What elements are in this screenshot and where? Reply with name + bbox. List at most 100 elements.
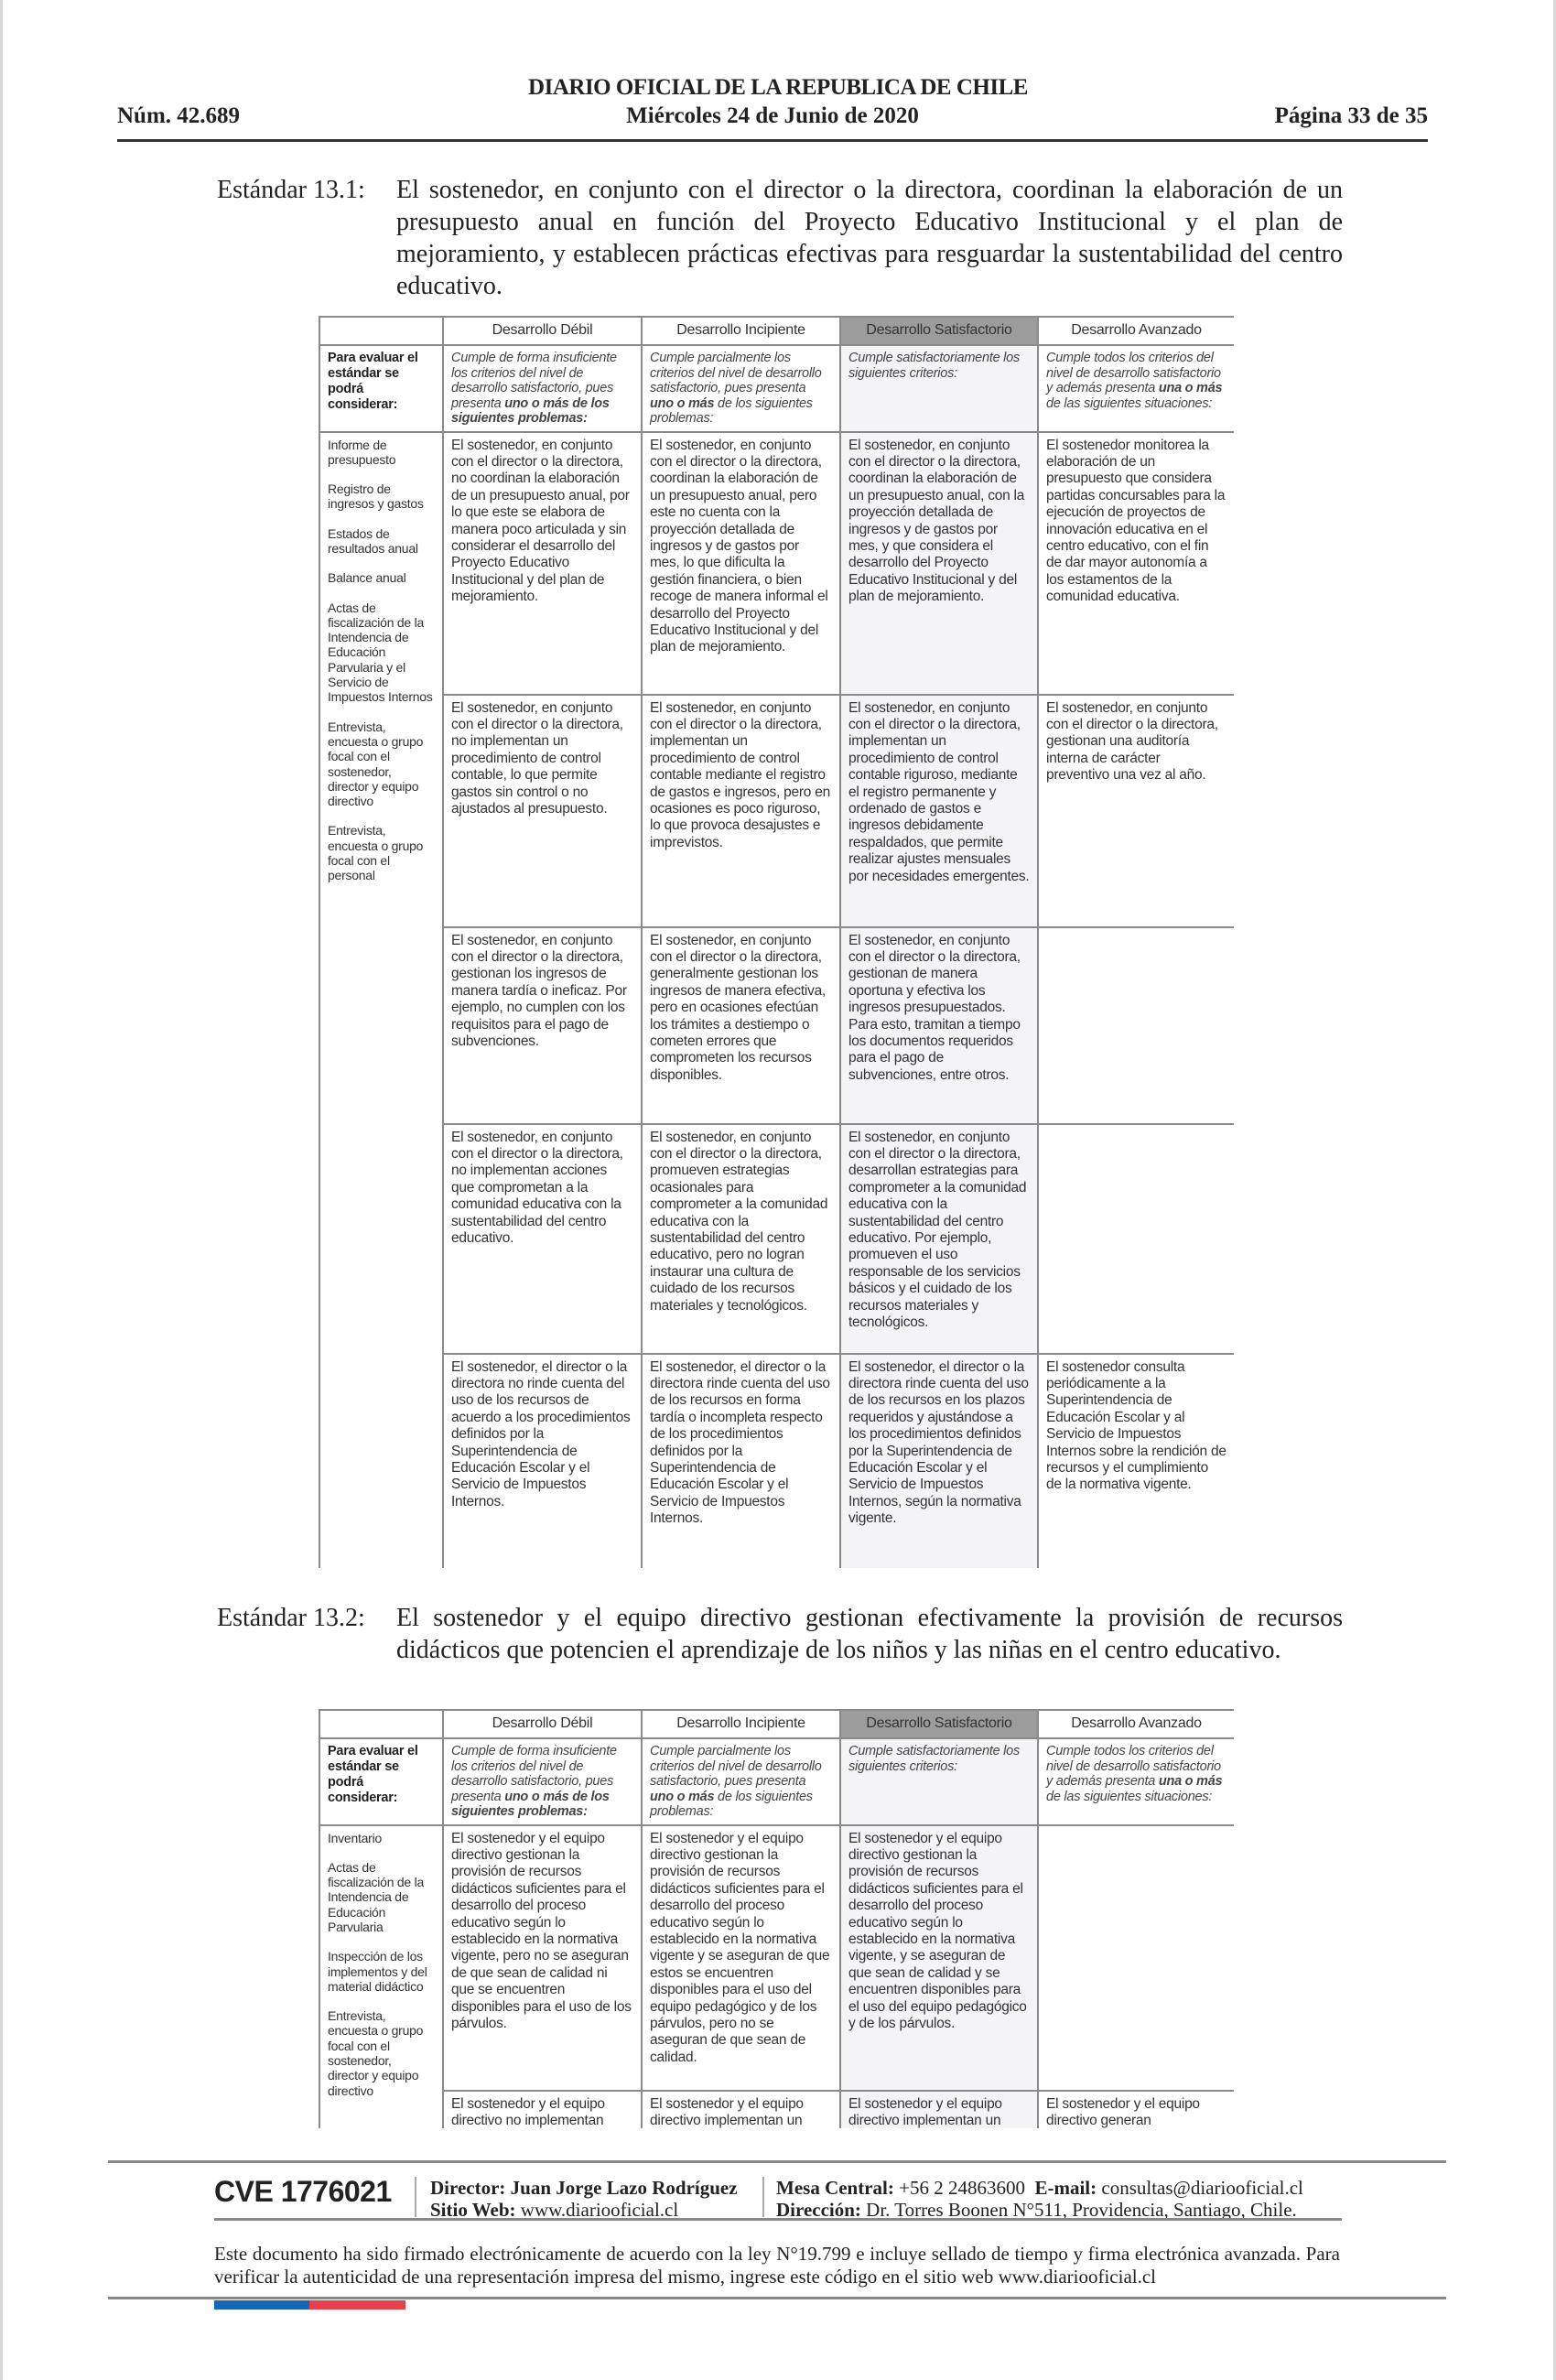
criteria-text: Cumple todos los criterios del nivel de … xyxy=(1046,1744,1221,1789)
column-header: Desarrollo Satisfactorio xyxy=(839,316,1039,346)
level-cell: El sostenedor, en conjunto con el direct… xyxy=(1037,693,1234,928)
criteria-text: de los siguientes problemas: xyxy=(650,395,813,427)
criteria-text: uno o más xyxy=(650,395,715,411)
evidence-item: Estados de resultados anual xyxy=(328,525,418,556)
criteria-cell: Cumple todos los criterios del nivel de … xyxy=(1037,344,1234,433)
page-number: Página 33 de 35 xyxy=(1274,103,1428,128)
table-row: El sostenedor, en conjunto con el direct… xyxy=(319,1122,1234,1355)
table-row: Informe de presupuesto Registro de ingres… xyxy=(319,430,1234,1568)
divider xyxy=(415,2177,416,2217)
address: Dr. Torres Boonen N°511, Providencia, Sa… xyxy=(866,2199,1297,2221)
header-empty xyxy=(319,316,444,346)
criteria-text: Cumple satisfactoriamente los siguientes… xyxy=(848,1744,1020,1774)
level-cell: El sostenedor, en conjunto con el direct… xyxy=(641,925,841,1125)
criteria-text: de los siguientes problemas: xyxy=(650,1789,813,1820)
footer-rule-mid xyxy=(214,2218,1342,2221)
standard-label: Estándar 13.2: xyxy=(217,1604,365,1632)
standard-13-1: Estándar 13.1: El sostenedor, en conjunt… xyxy=(217,174,1343,302)
criteria-text: Cumple de forma insuficiente los criteri… xyxy=(451,1744,617,1804)
evaluation-lead: Para evaluar el estándar se podrá consid… xyxy=(319,1737,444,1826)
criteria-text: Cumple parcialmente los criterios del ni… xyxy=(650,351,822,395)
issue-number: Núm. 42.689 xyxy=(117,103,241,128)
level-cell: El sostenedor, el director o la director… xyxy=(641,1352,841,1568)
evidence-item: Entrevista, encuesta o grupo focal con e… xyxy=(328,719,424,809)
column-header: Desarrollo Débil xyxy=(442,1709,643,1739)
flag-red-bar xyxy=(309,2300,405,2310)
criteria-cell: Cumple todos los criterios del nivel de … xyxy=(1037,1737,1234,1826)
table-row: Inventario Actas de fiscalización de la I… xyxy=(319,1823,1234,2128)
criteria-cell: Cumple satisfactoriamente los siguientes… xyxy=(839,1737,1039,1826)
level-cell: El sostenedor, en conjunto con el direct… xyxy=(641,430,841,696)
level-cell: El sostenedor y el equipo directivo gest… xyxy=(839,1823,1039,2092)
criteria-text: de las siguientes situaciones: xyxy=(1046,395,1213,411)
level-cell: El sostenedor, en conjunto con el direct… xyxy=(442,925,643,1125)
table-13-1: Desarrollo Débil Desarrollo Incipiente Des… xyxy=(319,316,1234,1568)
page-edge xyxy=(0,0,3,2380)
table-row: El sostenedor, en conjunto con el direct… xyxy=(319,693,1234,928)
criteria-text: Cumple de forma insuficiente los criteri… xyxy=(451,351,617,411)
cve-code: CVE 1776021 xyxy=(214,2175,392,2208)
evidence-cell: Inventario Actas de fiscalización de la I… xyxy=(319,1823,444,2128)
evidence-item: Registro de ingresos y gastos xyxy=(328,481,424,512)
issue-date: Miércoles 24 de Junio de 2020 xyxy=(626,103,919,128)
evidence-item: Inventario xyxy=(328,1830,382,1845)
header-empty xyxy=(319,1709,444,1739)
director-name: Juan Jorge Lazo Rodríguez xyxy=(510,2177,738,2199)
email-link[interactable]: consultas@diariooficial.cl xyxy=(1101,2177,1303,2199)
evaluation-lead: Para evaluar el estándar se podrá consid… xyxy=(319,344,444,433)
evidence-item: Inspección de los implementos y del mate… xyxy=(328,1949,427,1994)
criteria-text: uno o más de los siguientes problemas: xyxy=(451,395,610,427)
criteria-text: una o más xyxy=(1158,1774,1223,1789)
standard-label: Estándar 13.1: xyxy=(217,176,365,204)
table-row: El sostenedor y el equipo directivo no i… xyxy=(319,2089,1234,2128)
column-header: Desarrollo Satisfactorio xyxy=(839,1709,1039,1739)
evidence-item: Entrevista, encuesta o grupo focal con e… xyxy=(328,823,424,883)
level-cell: El sostenedor y el equipo directivo no i… xyxy=(442,2089,643,2128)
criteria-cell: Cumple parcialmente los criterios del ni… xyxy=(641,344,841,433)
level-cell: El sostenedor monitorea la elaboración d… xyxy=(1037,430,1234,696)
legal-notice: Este documento ha sido firmado electróni… xyxy=(214,2243,1340,2288)
contact-line: Mesa Central: +56 2 24863600 E-mail: con… xyxy=(776,2177,1303,2199)
level-cell: El sostenedor, en conjunto con el direct… xyxy=(839,1122,1039,1355)
website-line: Sitio Web: www.diariooficial.cl xyxy=(430,2199,679,2221)
evidence-item: Balance anual xyxy=(328,570,406,586)
standard-text: El sostenedor, en conjunto con el direct… xyxy=(396,176,1343,300)
criteria-cell: Cumple de forma insuficiente los criteri… xyxy=(442,344,643,433)
header-rule xyxy=(117,139,1428,142)
criteria-cell: Cumple satisfactoriamente los siguientes… xyxy=(839,344,1039,433)
address-line: Dirección: Dr. Torres Boonen N°511, Prov… xyxy=(776,2199,1297,2221)
column-header: Desarrollo Débil xyxy=(442,316,643,346)
evidence-item: Actas de fiscalización de la Intendencia… xyxy=(328,1859,424,1934)
level-cell: El sostenedor, el director o la director… xyxy=(839,1352,1039,1568)
criteria-text: Cumple satisfactoriamente los siguientes… xyxy=(848,351,1020,381)
website-link[interactable]: www.diariooficial.cl xyxy=(520,2199,679,2221)
level-cell: El sostenedor y el equipo directivo impl… xyxy=(641,2089,841,2128)
criteria-text: Cumple parcialmente los criterios del ni… xyxy=(650,1744,822,1789)
level-cell: El sostenedor, en conjunto con el direct… xyxy=(442,430,643,696)
level-cell: El sostenedor y el equipo directivo gene… xyxy=(1037,2089,1234,2128)
level-cell: El sostenedor y el equipo directivo gest… xyxy=(641,1823,841,2092)
column-header: Desarrollo Avanzado xyxy=(1037,316,1234,346)
criteria-text: uno o más de los siguientes problemas: xyxy=(451,1789,610,1820)
criteria-cell: Cumple de forma insuficiente los criteri… xyxy=(442,1737,643,1826)
level-cell: El sostenedor y el equipo directivo impl… xyxy=(839,2089,1039,2128)
table-row: El sostenedor, en conjunto con el direct… xyxy=(319,925,1234,1125)
evidence-item: Entrevista, encuesta o grupo focal con e… xyxy=(328,2008,424,2098)
criteria-text: uno o más xyxy=(650,1789,715,1804)
evidence-item: Actas de fiscalización de la Intendencia… xyxy=(328,600,433,705)
criteria-row: Para evaluar el estándar se podrá consid… xyxy=(319,344,1234,433)
phone: +56 2 24863600 xyxy=(899,2177,1025,2199)
footer-rule-top xyxy=(108,2160,1446,2163)
criteria-text: Cumple todos los criterios del nivel de … xyxy=(1046,351,1221,395)
column-header: Desarrollo Incipiente xyxy=(641,1709,841,1739)
level-cell xyxy=(1037,1823,1234,2092)
level-cell: El sostenedor, en conjunto con el direct… xyxy=(442,1122,643,1355)
footer-rule-bottom xyxy=(108,2297,1446,2299)
level-cell: El sostenedor consulta periódicamente a … xyxy=(1037,1352,1234,1568)
level-cell: El sostenedor, en conjunto con el direct… xyxy=(839,693,1039,928)
level-cell: El sostenedor y el equipo directivo gest… xyxy=(442,1823,643,2092)
level-cell: El sostenedor, en conjunto con el direct… xyxy=(641,1122,841,1355)
criteria-text: una o más xyxy=(1158,381,1223,395)
column-header: Desarrollo Incipiente xyxy=(641,316,841,346)
level-cell xyxy=(1037,925,1234,1125)
